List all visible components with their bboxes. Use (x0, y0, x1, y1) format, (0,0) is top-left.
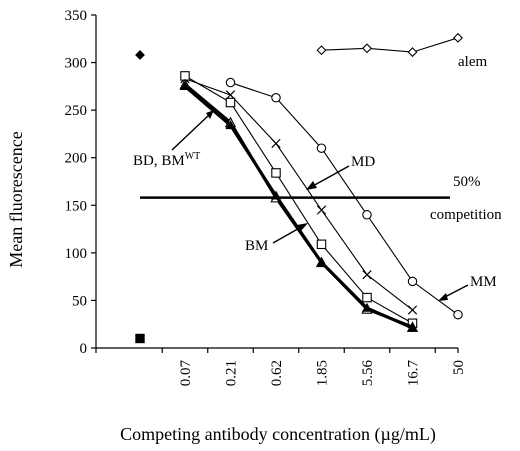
series-alem-line (321, 37, 459, 53)
x-tick-label: 0.21 (224, 360, 240, 386)
series-alem-point (362, 43, 372, 54)
x-tick-label: 50 (451, 360, 467, 375)
y-tick-label: 200 (65, 151, 88, 167)
x-axis-title: Competing antibody concentration (µg/mL) (120, 424, 436, 445)
y-tick-label: 50 (72, 293, 87, 309)
label-mm: MM (470, 274, 497, 290)
series-group (135, 32, 463, 344)
series-alem-point (316, 45, 327, 56)
series-unlabeled-3-line (184, 75, 413, 324)
series-mm-point (316, 143, 327, 153)
series-alem (316, 32, 463, 58)
series-mm-line (230, 82, 459, 316)
y-tick-label: 250 (65, 103, 88, 119)
label-bd-bm-wt: BD, BMWT (133, 151, 200, 169)
y-tick-label: 0 (80, 341, 88, 357)
x-tick-label: 0.07 (178, 360, 194, 387)
series-bm-point (225, 120, 236, 130)
series-mm-point (453, 309, 463, 320)
series-bm-point (407, 322, 418, 332)
series-bm-point (361, 302, 373, 312)
y-axis-title: Mean fluorescence (6, 131, 26, 267)
series-bm (179, 81, 418, 332)
x-marker-stroke (362, 270, 372, 280)
x-marker-stroke (271, 138, 281, 149)
arrowhead-bd-bm-wt (206, 110, 214, 119)
x-marker-stroke (316, 205, 327, 215)
y-tick-label: 100 (65, 246, 88, 262)
x-tick-label: 16.7 (406, 360, 422, 387)
arrowhead-md (306, 181, 317, 190)
arrowhead-mm (438, 293, 448, 301)
series-md-point (225, 90, 236, 100)
series-alem-point (407, 47, 418, 58)
y-tick-label: 150 (65, 198, 88, 214)
series-alem-point (453, 32, 463, 43)
series-bm-point (270, 190, 282, 200)
series-unlabeled-3-point (362, 292, 372, 303)
x-tick-label: 0.62 (269, 360, 285, 386)
arrow-bd-bm-wt (171, 114, 210, 151)
series-mm-point (362, 210, 372, 220)
reference-label-competition: competition (430, 207, 502, 223)
x-marker-stroke (407, 305, 418, 315)
series-unlabeled-3-point (225, 97, 236, 108)
series-bd-bm (179, 78, 419, 332)
series-md-point (362, 270, 372, 280)
series-unlabeled-3-point (316, 239, 327, 250)
reference-line-group: 50% competition (140, 174, 502, 223)
y-tick-label: 300 (65, 56, 88, 72)
axes: 0 50 100 150 200 250 300 350 0.07 0.21 0.62 1.85 5.5… (6, 8, 467, 445)
annotations-group: alem MM MD BM BD, BMWT (133, 54, 497, 301)
series-mm-point (271, 93, 281, 103)
y-tick-label: 350 (65, 8, 88, 24)
series-mm (225, 77, 463, 320)
series-mm-point (225, 77, 236, 88)
series-md-point (407, 305, 418, 315)
series-bm-point (316, 257, 327, 267)
label-md: MD (351, 154, 375, 170)
control-1-point (135, 50, 145, 60)
series-md-line (184, 78, 413, 311)
x-marker-stroke (225, 90, 236, 100)
arrowhead-bm (297, 223, 308, 232)
x-tick-label: 1.85 (315, 360, 331, 386)
series-bm-point (179, 81, 191, 91)
x-tick-label: 5.56 (360, 360, 376, 387)
arrow-bm (272, 225, 304, 244)
series-bd-bm-line (184, 83, 414, 329)
label-bd-bm-wt-superscript: WT (185, 151, 201, 162)
label-bm: BM (245, 238, 268, 254)
series-mm-point (407, 276, 418, 287)
control-2-point (135, 333, 145, 344)
reference-label-50-percent: 50% (453, 174, 481, 190)
label-alem: alem (458, 54, 487, 70)
series-unlabeled-3-point (271, 168, 281, 178)
series-md-point (271, 138, 281, 149)
series-md-point (316, 205, 327, 215)
arrow-md (310, 165, 350, 188)
